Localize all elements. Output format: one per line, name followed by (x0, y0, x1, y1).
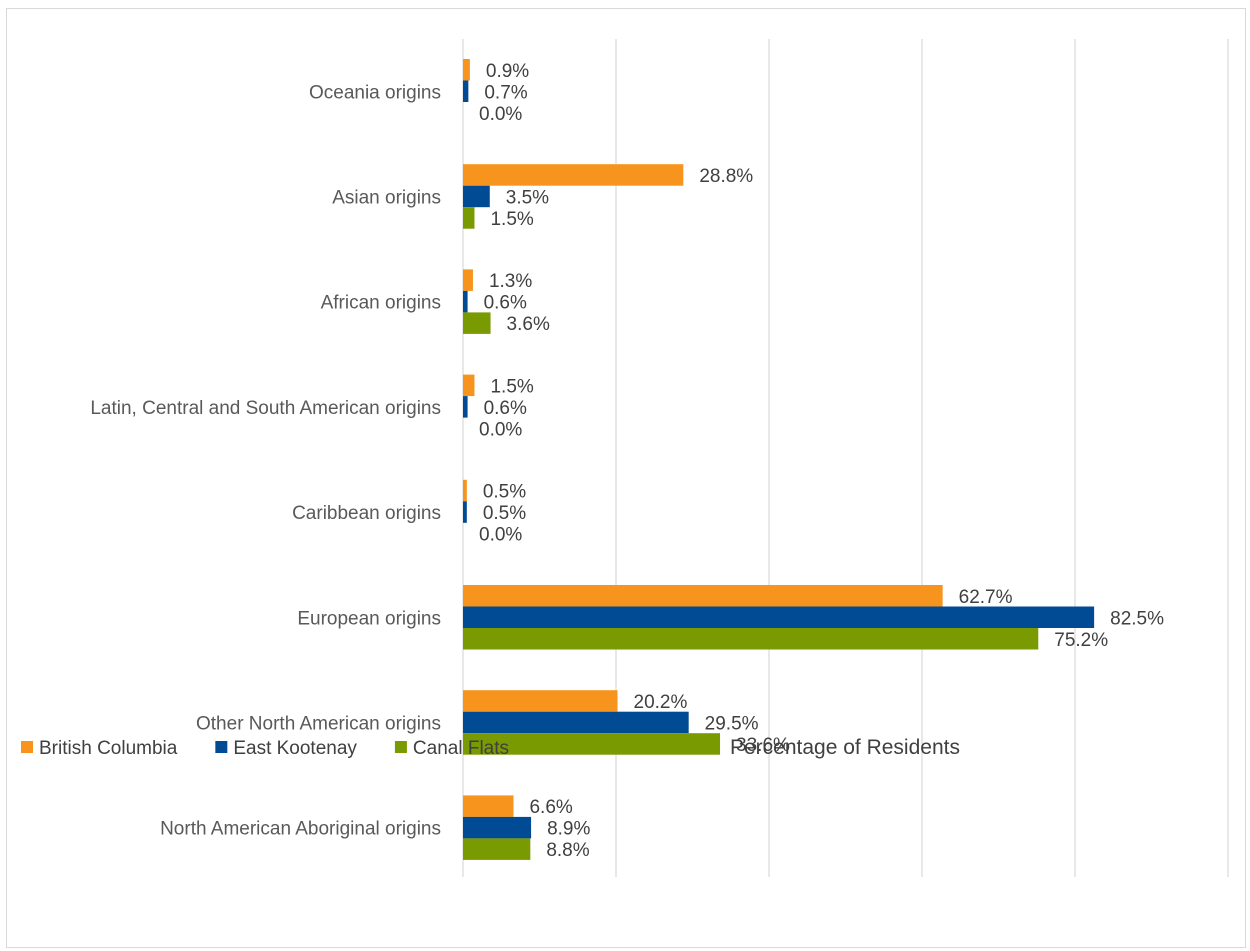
bar-chart: North American Aboriginal origins 6.6%8.9… (21, 39, 1229, 877)
bar (463, 838, 531, 860)
category-label: Oceania origins (309, 82, 441, 103)
bar (463, 816, 532, 839)
category-label: Other North American origins (196, 713, 441, 734)
bar (463, 312, 491, 334)
data-label: 1.5% (490, 376, 533, 397)
bar (463, 501, 467, 523)
data-label: 6.6% (529, 797, 572, 818)
legend-label: East Kootenay (233, 738, 357, 759)
category-label: European origins (297, 608, 441, 629)
data-label: 0.0% (479, 419, 522, 440)
legend-swatch (394, 741, 407, 753)
data-label: 0.6% (484, 398, 527, 419)
data-label: 75.2% (1054, 630, 1108, 651)
data-label: 3.6% (507, 314, 550, 335)
data-label: 29.5% (705, 713, 759, 734)
legend-label: Canal Flats (413, 738, 509, 759)
bar (463, 374, 475, 397)
data-label: 62.7% (959, 587, 1013, 608)
data-label: 0.0% (479, 104, 522, 125)
data-label: 33.6% (736, 735, 790, 756)
bar (463, 59, 470, 81)
data-label: 0.9% (486, 61, 529, 82)
bar (463, 479, 467, 502)
data-label: 28.8% (699, 166, 753, 187)
bar (463, 396, 468, 418)
data-label: 0.5% (483, 482, 526, 503)
bar (463, 585, 943, 607)
bar (463, 606, 1095, 628)
bar (463, 733, 721, 755)
x-axis-title: Percentage of Residents (730, 736, 960, 759)
bar (463, 290, 468, 313)
category-label: Caribbean origins (292, 503, 441, 524)
data-label: 0.5% (483, 503, 526, 524)
data-label: 8.9% (547, 819, 590, 840)
data-label: 0.6% (484, 293, 527, 314)
bar (463, 80, 469, 102)
data-label: 0.7% (484, 82, 527, 103)
data-label: 0.0% (479, 525, 522, 546)
bar (463, 690, 618, 712)
legend-label: British Columbia (39, 738, 178, 759)
legend-swatch (215, 741, 228, 753)
bar (463, 269, 473, 291)
bar (463, 628, 1039, 650)
category-label: Asian origins (332, 187, 441, 208)
bar (463, 795, 514, 817)
bar (463, 164, 684, 186)
data-label: 3.5% (506, 187, 549, 208)
data-label: 82.5% (1110, 608, 1164, 629)
data-label: 20.2% (634, 692, 688, 713)
data-label: 8.8% (546, 840, 589, 861)
legend-swatch (21, 741, 33, 753)
bar (463, 185, 490, 208)
bar (463, 711, 689, 734)
data-label: 1.5% (490, 209, 533, 230)
data-label: 1.3% (489, 271, 532, 292)
chart-frame: North American Aboriginal origins 6.6% 8.9… (6, 8, 1246, 948)
category-label: Latin, Central and South American origin… (90, 398, 441, 419)
bar (463, 207, 475, 229)
category-label: African origins (321, 293, 441, 314)
category-label: North American Aboriginal origins (160, 819, 441, 840)
